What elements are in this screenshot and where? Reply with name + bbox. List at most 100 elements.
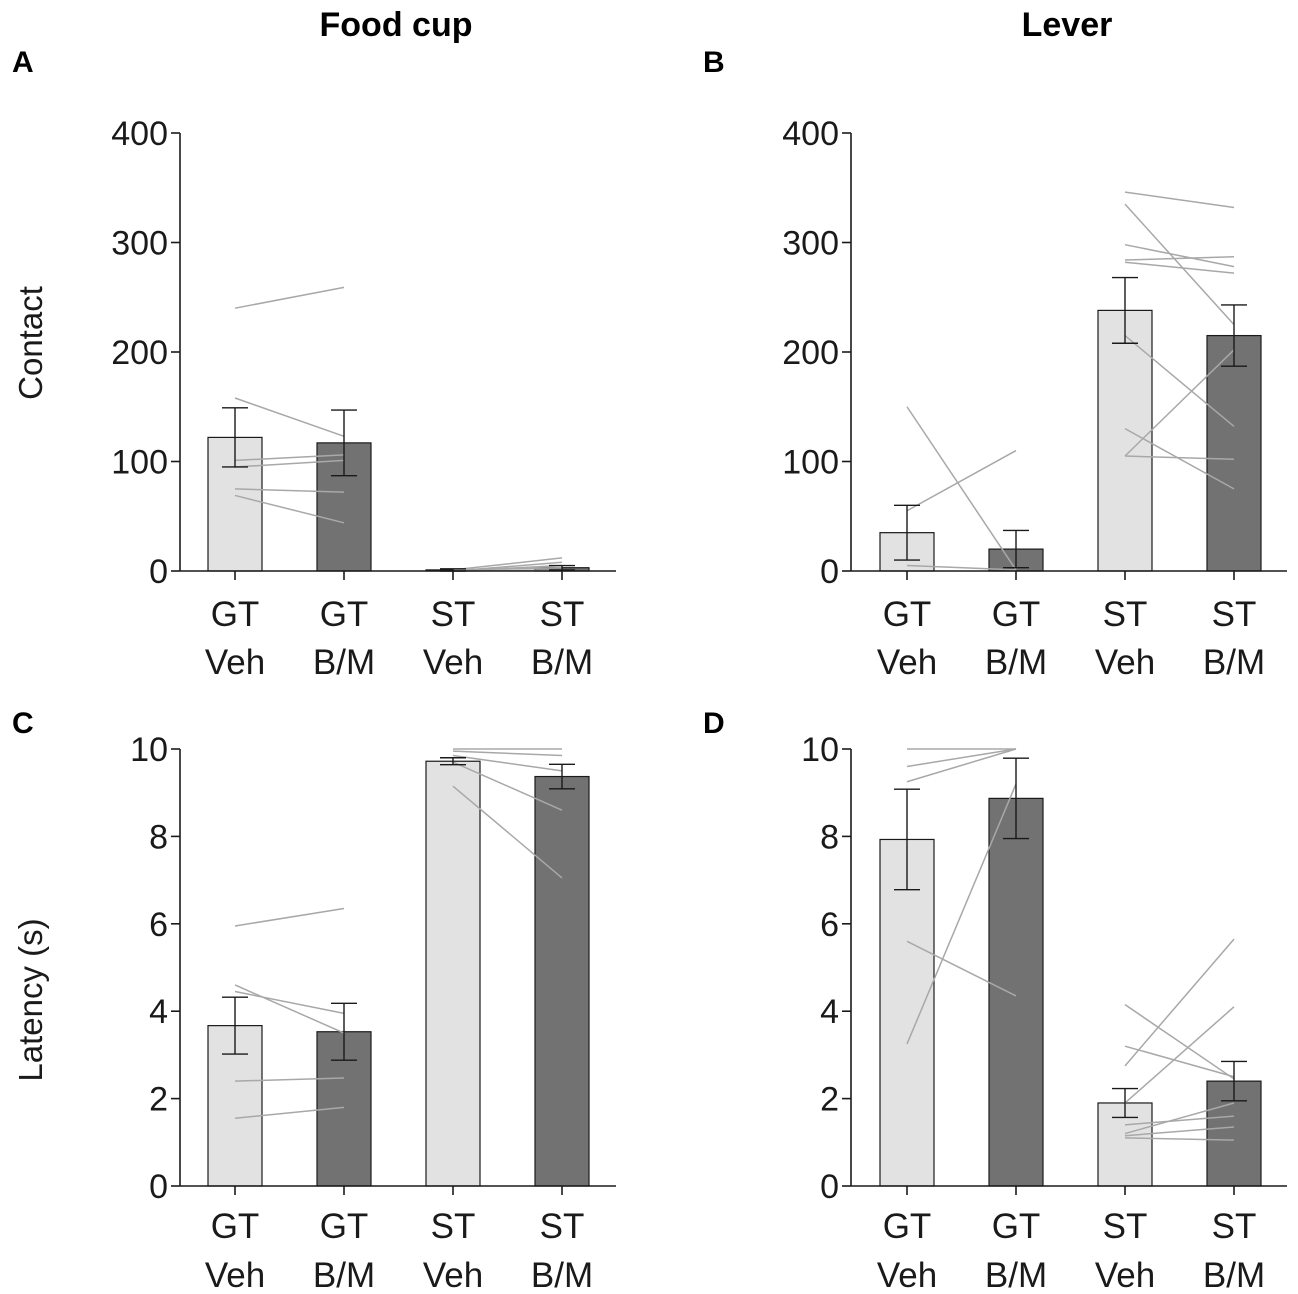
x-category-label: Veh (423, 1256, 483, 1294)
x-category-label: GT (320, 1207, 369, 1246)
bar-gt-bm (988, 797, 1044, 1187)
subject-line (1124, 1137, 1235, 1141)
panel-letter-c: C (12, 707, 34, 740)
x-category-label: ST (1103, 1207, 1148, 1246)
y-tick-label: 400 (782, 115, 839, 153)
subject-line (1124, 191, 1235, 209)
y-tick-label: 400 (111, 115, 168, 153)
subject-line (1124, 334, 1235, 428)
subject-line (234, 990, 345, 1015)
subject-line (234, 1106, 345, 1120)
x-category-label: Veh (423, 643, 483, 682)
y-tick-label: 0 (149, 553, 168, 591)
subject-line (452, 566, 563, 571)
y-tick-label: 8 (820, 818, 839, 856)
bar-st-bm (534, 775, 590, 1187)
x-category-label: B/M (985, 643, 1047, 682)
subject-line (452, 754, 563, 772)
y-tick-label: 6 (149, 906, 168, 944)
x-category-label: GT (320, 595, 369, 634)
subject-line (906, 449, 1017, 512)
y-tick-label: 6 (820, 906, 839, 944)
subject-line (1124, 255, 1235, 261)
bar-st-veh (425, 760, 481, 1187)
y-tick-label: 8 (149, 818, 168, 856)
y-tick-label: 10 (130, 731, 168, 769)
subject-line (452, 750, 563, 757)
x-category-label: ST (1212, 595, 1257, 634)
y-axis-label-latency: Latency (s) (12, 918, 49, 1081)
y-tick-label: 2 (820, 1081, 839, 1119)
panel-c-food-cup-latency: 0 2 4 6 8 10 GT Veh GT B/M ST Veh ST B/M (130, 731, 616, 1294)
y-tick-label: 0 (820, 1168, 839, 1206)
y-tick-label: 0 (820, 553, 839, 591)
subject-line (234, 459, 345, 468)
subject-line (452, 557, 563, 571)
y-tick-label: 200 (111, 334, 168, 372)
x-category-label: Veh (877, 1256, 937, 1294)
subject-line (906, 783, 1017, 1045)
y-tick-label: 300 (111, 225, 168, 263)
x-category-label: Veh (1095, 1256, 1155, 1294)
x-category-label: B/M (1203, 643, 1265, 682)
subject-line (1124, 1004, 1235, 1080)
y-tick-label: 200 (782, 334, 839, 372)
y-tick-label: 100 (111, 444, 168, 482)
y-tick-label: 100 (782, 444, 839, 482)
panel-letter-a: A (12, 46, 34, 79)
subject-line (906, 748, 1017, 783)
x-category-label: Veh (205, 643, 265, 682)
subject-line (234, 397, 345, 438)
x-category-label: ST (540, 1207, 585, 1246)
x-category-label: Veh (877, 643, 937, 682)
subject-line (1124, 1115, 1235, 1126)
bar-st-bm (1206, 334, 1262, 572)
y-axis-label-contact: Contact (12, 286, 49, 400)
subject-line (452, 785, 563, 879)
x-category-label: GT (883, 595, 932, 634)
y-tick-label: 300 (782, 225, 839, 263)
x-category-label: B/M (313, 1256, 375, 1294)
panel-b-lever-contact: 0 100 200 300 400 GT Veh GT B/M ST Veh ST B/M (782, 115, 1287, 682)
subject-line (1124, 1126, 1235, 1137)
subject-line (906, 940, 1017, 997)
x-category-label: ST (1103, 595, 1148, 634)
subject-line (1124, 203, 1235, 326)
x-category-label: ST (540, 595, 585, 634)
x-category-label: ST (431, 595, 476, 634)
y-tick-label: 4 (149, 993, 168, 1031)
subject-line (1124, 1006, 1235, 1104)
subject-line (906, 406, 1017, 571)
x-category-label: B/M (531, 643, 593, 682)
column-title-lever: Lever (1022, 6, 1113, 44)
panel-d-lever-latency: 0 2 4 6 8 10 GT Veh GT B/M ST Veh ST B/M (801, 731, 1287, 1294)
subject-line (234, 907, 345, 927)
panel-letter-d: D (703, 707, 725, 740)
x-category-label: GT (211, 1207, 260, 1246)
y-tick-label: 10 (801, 731, 839, 769)
subject-line (1124, 1045, 1235, 1078)
subject-line (234, 454, 345, 462)
x-category-label: B/M (531, 1256, 593, 1294)
subject-line (234, 286, 345, 309)
subject-line (234, 1077, 345, 1082)
x-category-label: GT (992, 1207, 1041, 1246)
subject-line (452, 761, 563, 811)
panel-letter-b: B (703, 46, 725, 79)
y-tick-label: 0 (149, 1168, 168, 1206)
bar-gt-veh (879, 838, 935, 1187)
y-tick-label: 2 (149, 1081, 168, 1119)
x-category-label: GT (211, 595, 260, 634)
x-category-label: Veh (205, 1256, 265, 1294)
subject-line (1124, 455, 1235, 461)
x-category-label: GT (883, 1207, 932, 1246)
x-category-label: B/M (1203, 1256, 1265, 1294)
y-tick-label: 4 (820, 993, 839, 1031)
x-category-label: ST (1212, 1207, 1257, 1246)
x-category-label: B/M (985, 1256, 1047, 1294)
x-category-label: ST (431, 1207, 476, 1246)
subject-line (1124, 243, 1235, 268)
subject-line (1124, 938, 1235, 1067)
subject-line (906, 748, 1017, 768)
